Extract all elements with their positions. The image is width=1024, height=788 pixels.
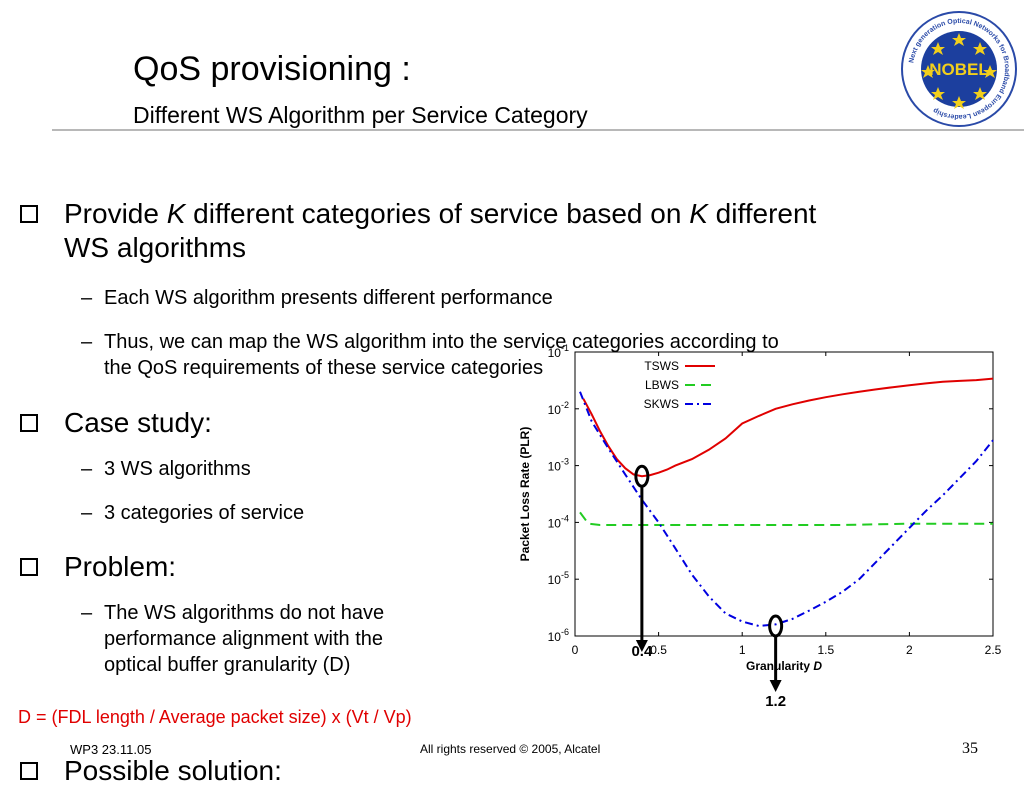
sub-bullet-item: the QoS requirements of these service ca… [104, 357, 544, 379]
sub-bullet-item: Each WS algorithm presents different per… [104, 287, 553, 309]
x-tick-label: 2.5 [985, 643, 1002, 657]
dash-marker: – [81, 331, 93, 353]
y-tick-label: 10-2 [548, 400, 569, 417]
annotation-arrowhead [635, 640, 648, 652]
title-divider [52, 129, 1024, 131]
legend-label: LBWS [645, 378, 679, 392]
granularity-formula: D = (FDL length / Average packet size) x… [18, 707, 412, 727]
sub-bullet-item: 3 categories of service [104, 502, 305, 524]
bullet-provide-k: K [689, 198, 708, 229]
bullet-provide-text: different [707, 198, 817, 229]
y-tick-label: 10-1 [548, 343, 569, 360]
plr-chart: 0 0.5 1 1.5 2 2.5 10-1 10-2 10-3 10-4 10-5 10-6 TSWS… [518, 343, 1002, 710]
page-title: QoS provisioning : [133, 50, 411, 88]
legend-label: TSWS [644, 359, 679, 373]
annotation-label: 1.2 [765, 693, 786, 710]
legend-label: SKWS [644, 397, 679, 411]
sub-bullet-item: Thus, we can map the WS algorithm into t… [104, 331, 779, 353]
annotation-circle [768, 614, 784, 638]
bullet-box-icon [20, 762, 38, 780]
x-tick-label: 0 [572, 643, 579, 657]
bullet-provide-text: Provide [64, 198, 167, 229]
sub-bullet-item: 3 WS algorithms [104, 458, 251, 480]
footer-copyright: All rights reserved © 2005, Alcatel [420, 742, 601, 756]
plot-frame [574, 351, 994, 637]
bullet-case-study: Case study: [64, 407, 212, 438]
page-subtitle: Different WS Algorithm per Service Categ… [133, 102, 588, 128]
dash-marker: – [81, 502, 93, 524]
y-tick-label: 10-4 [548, 513, 569, 530]
dash-marker: – [81, 287, 93, 309]
bullet-provide-line2: WS algorithms [64, 232, 247, 263]
page-number: 35 [962, 740, 978, 757]
x-axis-label: Granularity D [746, 659, 822, 673]
x-tick-label: 1 [739, 643, 746, 657]
series-line-lbws [579, 511, 993, 526]
sub-bullet-item: performance alignment with the [104, 628, 384, 650]
nobel-logo: Next generation Optical Networks for Bro… [901, 11, 1017, 127]
series-line-skws [579, 391, 994, 628]
annotation-label: 0.4 [631, 643, 653, 660]
bullet-provide: Provide K different categories of servic… [64, 197, 1004, 265]
annotation-arrowhead [769, 680, 782, 692]
y-tick-label: 10-5 [548, 570, 569, 587]
annotation-circle [634, 464, 650, 488]
dash-marker: – [81, 458, 93, 480]
bullet-box-icon [20, 558, 38, 576]
bullet-problem: Problem: [64, 551, 177, 582]
y-tick-label: 10-6 [548, 627, 569, 644]
dash-marker: – [81, 602, 93, 624]
y-axis-label: Packet Loss Rate (PLR) [518, 427, 532, 562]
y-tick-label: 10-3 [548, 457, 569, 474]
bullet-possible-solution: Possible solution: [64, 755, 282, 786]
x-tick-label: 1.5 [817, 643, 834, 657]
bullet-provide-text: different categories of service based on [185, 198, 690, 229]
x-tick-label: 2 [906, 643, 913, 657]
logo-center-text: NOBEL [929, 60, 989, 79]
footer-left: WP3 23.11.05 [70, 742, 152, 757]
bullet-box-icon [20, 205, 38, 223]
bullet-box-icon [20, 414, 38, 432]
x-tick-label: 0.5 [650, 643, 667, 657]
logo-stars [921, 33, 997, 109]
series-line-tsws [582, 377, 994, 478]
sub-bullet-item: The WS algorithms do not have [104, 602, 385, 624]
sub-bullet-item: optical buffer granularity (D) [104, 654, 351, 676]
bullet-provide-k: K [166, 198, 186, 229]
